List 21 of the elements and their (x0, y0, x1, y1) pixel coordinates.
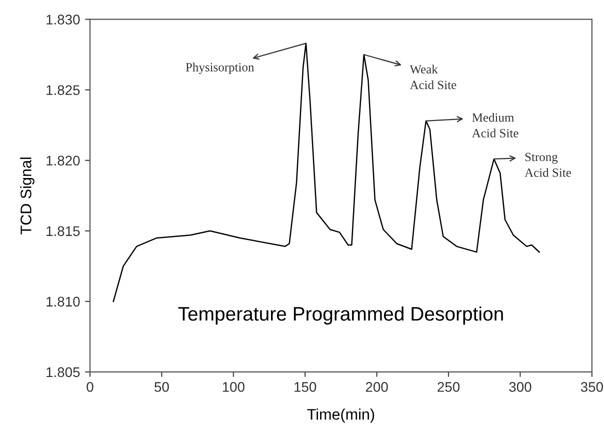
text: Temperature Programmed Desorption (178, 306, 503, 325)
x-tick-label: 150 (294, 382, 316, 392)
annotation: Physisorption (186, 62, 254, 74)
y-tick-label: 1.815 (46, 226, 80, 236)
annotation: Medium Acid Site (472, 112, 518, 138)
x-tick-label: 0 (86, 382, 94, 392)
y-tick-label: 1.820 (46, 156, 80, 166)
x-tick-label: 300 (509, 382, 532, 392)
x-tick-label: 200 (366, 382, 388, 392)
y-tick-label: 1.825 (46, 85, 80, 96)
x-tick-label: 50 (154, 382, 169, 392)
annotation: Strong Acid Site (524, 152, 571, 177)
x-axis-title: Time(min) (307, 408, 374, 423)
x-tick-label: 250 (438, 382, 460, 392)
x-tick-label: 100 (222, 382, 244, 392)
y-tick-label: 1.810 (46, 296, 80, 307)
y-tick-label: 1.830 (46, 14, 80, 25)
annotation: Weak Acid Site (410, 64, 456, 90)
y-tick-label: 1.805 (46, 367, 80, 378)
x-tick-label: 350 (580, 382, 603, 392)
y-axis-title: TCD Signal (20, 158, 34, 234)
